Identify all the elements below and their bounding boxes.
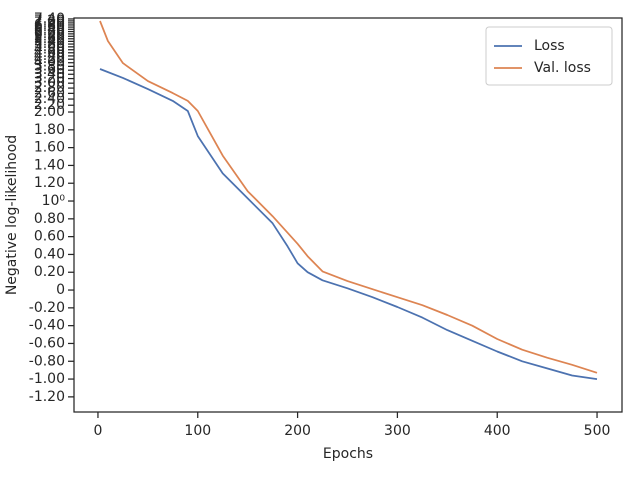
y-tick-label: 2.40 — [34, 91, 65, 107]
y-tick-label: 5.00 — [34, 39, 65, 55]
y-tick-label: 6.20 — [34, 24, 65, 40]
x-tick-label: 0 — [93, 423, 102, 439]
line-series — [99, 20, 598, 374]
y-tick-label: 2.80 — [34, 80, 65, 96]
y-tick-label: 1.40 — [34, 157, 65, 173]
legend-label: Val. loss — [534, 60, 591, 76]
x-tick-label: 300 — [384, 423, 411, 439]
y-tick-label: 1.80 — [34, 122, 65, 138]
y-tick-label: 4.20 — [34, 51, 65, 67]
legend-box — [485, 26, 613, 86]
y-tick-label: 2.00 — [34, 104, 65, 120]
y-tick-label: -1.00 — [29, 371, 65, 387]
y-tick-label: -0.80 — [29, 353, 65, 369]
y-tick-label: 6.40 — [34, 21, 65, 37]
legend-label: Loss — [534, 38, 565, 54]
y-tick-label: 5.40 — [34, 33, 65, 49]
y-tick-label: 7.40 — [34, 11, 65, 27]
y-tick-label: 3.60 — [34, 62, 65, 78]
y-tick-label: 3.80 — [34, 58, 65, 74]
y-axis-label: Negative log-likelihood — [4, 135, 20, 295]
y-tick-label: 5.80 — [34, 28, 65, 44]
y-tick-label: 4.80 — [34, 42, 65, 58]
y-tick-label: 0.60 — [34, 229, 65, 245]
y-tick-label: 5.20 — [34, 36, 65, 52]
y-tick-label: 10⁰ — [42, 193, 66, 209]
y-tick-label: 4.00 — [34, 55, 65, 71]
y-tick-label: 0.40 — [34, 246, 65, 262]
y-tick-label: 0.80 — [34, 211, 65, 227]
y-tick-label: 6.60 — [34, 19, 65, 35]
y-tick-label: -1.20 — [29, 389, 65, 405]
y-tick-label: 4.40 — [34, 48, 65, 64]
y-tick-label: 6.80 — [34, 17, 65, 33]
y-tick-label: 4.60 — [34, 45, 65, 61]
x-tick-label: 200 — [284, 423, 311, 439]
y-tick-label: 7.00 — [34, 15, 65, 31]
x-tick-label: 500 — [584, 423, 611, 439]
y-tick-label: 1.60 — [34, 140, 65, 156]
y-tick-label: 7.20 — [34, 13, 65, 29]
y-tick-label: 5.60 — [34, 31, 65, 47]
x-tick-label: 100 — [184, 423, 211, 439]
y-tick-label: 3.20 — [34, 71, 65, 87]
y-tick-label: 0 — [56, 282, 65, 298]
axes-frame — [73, 17, 623, 413]
y-tick-label: 0.20 — [34, 264, 65, 280]
y-tick-label: 3.40 — [34, 66, 65, 82]
y-tick-label: 3.00 — [34, 75, 65, 91]
y-tick-label: -0.60 — [29, 335, 65, 351]
y-tick-label: 1.20 — [34, 175, 65, 191]
y-tick-label: -0.40 — [29, 318, 65, 334]
y-tick-label: 6.00 — [34, 26, 65, 42]
y-tick-label: -0.20 — [29, 300, 65, 316]
line-series — [99, 68, 598, 380]
x-tick-label: 400 — [484, 423, 511, 439]
y-tick-label: 2.20 — [34, 97, 65, 113]
x-axis-label: Epochs — [323, 446, 373, 462]
y-tick-label: 2.60 — [34, 85, 65, 101]
